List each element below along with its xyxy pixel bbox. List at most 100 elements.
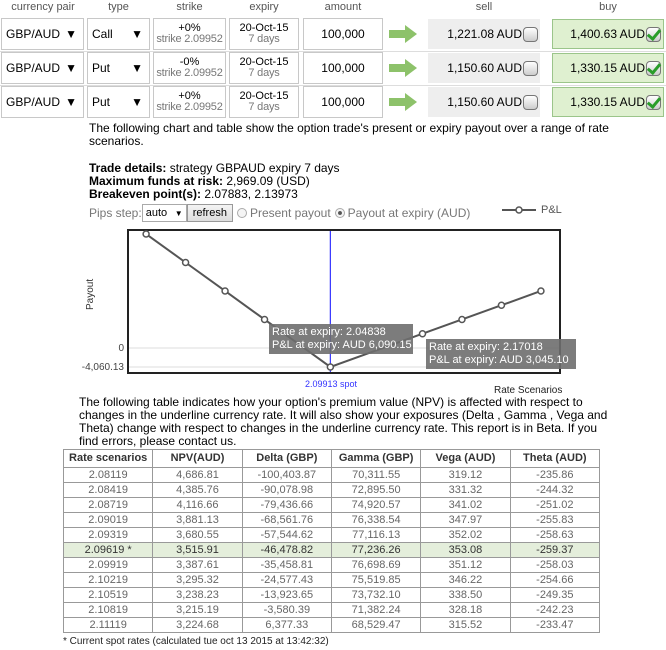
data-point <box>418 329 427 338</box>
expiry-date: 20-Oct-15 <box>239 90 289 102</box>
chevron-down-icon: ▼ <box>65 95 77 109</box>
table-cell: -3,580.39 <box>241 602 332 618</box>
sell-price[interactable]: 1,150.60 AUD <box>428 53 540 83</box>
sell-price[interactable]: 1,150.60 AUD <box>428 87 540 117</box>
table-cell: -57,544.62 <box>241 527 332 543</box>
column-header: Rate scenarios <box>62 449 154 468</box>
table-cell: -254.66 <box>509 572 601 588</box>
table-cell: 77,116.13 <box>330 527 422 543</box>
breakeven-label: Breakeven point(s): <box>89 187 202 201</box>
spot-label: 2.09913 spot <box>304 379 358 389</box>
type-select[interactable]: Call ▼ <box>87 18 150 50</box>
table-cell: 76,338.54 <box>330 512 422 528</box>
table-cell: -68,561.76 <box>241 512 332 528</box>
table-cell: 2.08719 <box>62 497 154 513</box>
buy-price[interactable]: 1,330.15 AUD <box>552 53 664 83</box>
strike-field[interactable]: +0% strike 2.09952 <box>153 86 226 118</box>
amount-input[interactable]: 100,000 <box>303 52 383 84</box>
table-cell: -242.23 <box>509 602 601 618</box>
table-cell: -24,577.43 <box>241 572 332 588</box>
strike-percent: +0% <box>178 22 201 34</box>
currency-pair-select[interactable]: GBP/AUD ▼ <box>1 18 84 50</box>
table-cell: 3,515.91 <box>152 542 243 558</box>
table-cell: -259.37 <box>509 542 601 558</box>
legend-label: P&L <box>541 204 562 216</box>
x-axis-label: Rate Scenarios <box>494 385 563 396</box>
currency-pair-value: GBP/AUD <box>6 61 61 75</box>
data-point <box>221 287 229 295</box>
table-cell: 76,698.69 <box>330 557 422 573</box>
currency-pair-select[interactable]: GBP/AUD ▼ <box>1 86 84 118</box>
pips-step-select[interactable]: auto ▼ <box>141 204 187 222</box>
buy-checkbox[interactable] <box>646 94 661 110</box>
chart-controls: Pips step: auto ▼ refresh Present payout … <box>89 204 470 222</box>
present-payout-radio[interactable] <box>236 208 247 218</box>
table-cell: 347.97 <box>420 512 511 528</box>
table-cell: 75,519.85 <box>330 572 422 588</box>
data-point <box>458 315 466 324</box>
chevron-down-icon: ▼ <box>174 208 183 218</box>
expiry-field[interactable]: 20-Oct-15 7 days <box>229 86 299 118</box>
table-cell: 3,881.13 <box>152 512 243 528</box>
table-cell: 2.09319 <box>62 527 154 543</box>
table-row: 2.11119 3,224.68 6,377.33 68,529.47 315.52 -2… <box>62 617 601 633</box>
expiry-field[interactable]: 20-Oct-15 7 days <box>229 52 299 84</box>
table-cell: -235.86 <box>509 467 601 483</box>
table-cell: -255.83 <box>509 512 601 528</box>
table-cell: 3,215.19 <box>152 602 243 618</box>
strike-value: strike 2.09952 <box>156 33 223 45</box>
table-cell: 2.09919 <box>62 557 154 573</box>
table-cell: 2.08119 <box>62 467 154 483</box>
table-cell: 71,382.24 <box>330 602 422 618</box>
table-cell: 315.52 <box>420 617 511 633</box>
table-cell: -79,436.66 <box>241 497 332 513</box>
table-row: 2.10519 3,238.23 -13,923.65 73,732.10 338.50… <box>62 587 601 603</box>
table-cell: 352.02 <box>420 527 511 543</box>
table-row: 2.10819 3,215.19 -3,580.39 71,382.24 328.18-… <box>62 602 601 618</box>
chart-legend: P&L <box>502 204 562 216</box>
payout-expiry-radio[interactable] <box>334 208 345 218</box>
type-select[interactable]: Put ▼ <box>87 86 150 118</box>
table-cell: 2.10819 <box>62 602 154 618</box>
data-point <box>142 230 150 238</box>
sell-price[interactable]: 1,221.08 AUD <box>428 19 540 49</box>
table-intro: The following table indicates how your o… <box>79 395 608 448</box>
amount-input[interactable]: 100,000 <box>303 86 383 118</box>
payout-expiry-label: Payout at expiry (AUD) <box>347 206 471 220</box>
header-expiry: expiry <box>249 1 279 13</box>
refresh-button[interactable]: refresh <box>186 204 233 222</box>
sell-checkbox[interactable] <box>523 26 538 42</box>
strike-field[interactable]: -0% strike 2.09952 <box>153 52 226 84</box>
data-point <box>181 258 190 267</box>
sell-price-value: 1,150.60 AUD <box>447 61 522 75</box>
sell-checkbox[interactable] <box>523 60 538 76</box>
table-cell: 3,680.55 <box>152 527 243 543</box>
strike-field[interactable]: +0% strike 2.09952 <box>153 18 226 50</box>
table-row: 2.09019 3,881.13 -68,561.76 76,338.54 347.97… <box>62 512 601 528</box>
pips-step-label: Pips step: <box>89 206 142 220</box>
expiry-field[interactable]: 20-Oct-15 7 days <box>229 18 299 50</box>
breakeven: Breakeven point(s): 2.07883, 2.13973 <box>89 188 298 201</box>
row-divider <box>0 85 666 86</box>
currency-pair-select[interactable]: GBP/AUD ▼ <box>1 52 84 84</box>
buy-price[interactable]: 1,330.15 AUD <box>552 87 664 117</box>
buy-price[interactable]: 1,400.63 AUD <box>552 19 664 49</box>
table-cell: 2.10219 <box>62 572 154 588</box>
buy-checkbox[interactable] <box>646 26 661 42</box>
intro-text: The following chart and table show the o… <box>89 121 609 148</box>
arrow-right-icon <box>389 93 417 111</box>
max-risk-value: 2,969.09 (USD) <box>223 174 310 188</box>
currency-pair-value: GBP/AUD <box>6 95 61 109</box>
table-row: 2.08119 4,686.81 -100,403.87 70,311.55 319.1… <box>62 467 601 483</box>
sell-checkbox[interactable] <box>523 94 538 110</box>
chevron-down-icon: ▼ <box>65 61 77 75</box>
table-cell: -249.35 <box>509 587 601 603</box>
buy-checkbox[interactable] <box>646 60 661 76</box>
header-sell: sell <box>475 1 493 13</box>
y-axis-label: Payout <box>85 278 96 310</box>
amount-input[interactable]: 100,000 <box>303 18 383 50</box>
type-value: Put <box>92 95 111 109</box>
table-cell: 4,385.76 <box>152 482 243 498</box>
type-select[interactable]: Put ▼ <box>87 52 150 84</box>
strike-percent: +0% <box>178 90 201 102</box>
